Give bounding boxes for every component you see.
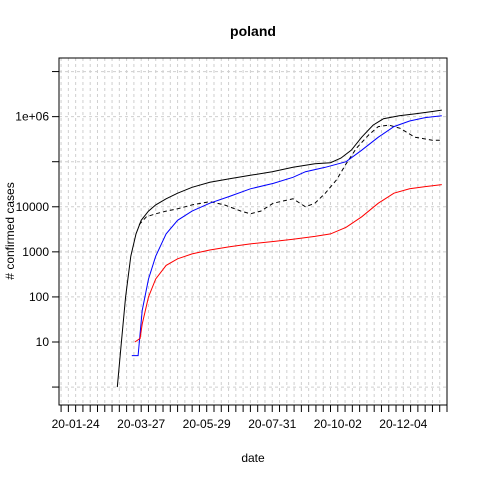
- x-tick-label: 20-03-27: [117, 417, 165, 431]
- y-tick-label: 10: [36, 335, 50, 349]
- y-tick-label: 1000: [22, 245, 49, 259]
- y-axis: 10 100 1000 10000 1e+06: [15, 72, 59, 387]
- x-tick-label: 20-12-04: [379, 417, 427, 431]
- x-tick-label: 20-01-24: [52, 417, 100, 431]
- x-tick-label: 20-07-31: [248, 417, 296, 431]
- y-tick-label: 10000: [16, 200, 50, 214]
- x-axis-label: date: [241, 451, 265, 465]
- series-line-3: [132, 116, 442, 356]
- y-tick-label: 1e+06: [15, 110, 49, 124]
- x-axis: 20-01-24 20-03-27 20-05-29 20-07-31 20-10-02…: [52, 405, 447, 431]
- x-tick-label: 20-10-02: [314, 417, 362, 431]
- y-axis-label: # confirmed cases: [3, 182, 17, 279]
- series-line-1: [117, 110, 442, 387]
- grid: [59, 58, 447, 405]
- x-tick-label: 20-05-29: [183, 417, 231, 431]
- series-group: [117, 110, 442, 387]
- chart-title: poland: [230, 23, 276, 39]
- y-tick-label: 100: [29, 290, 49, 304]
